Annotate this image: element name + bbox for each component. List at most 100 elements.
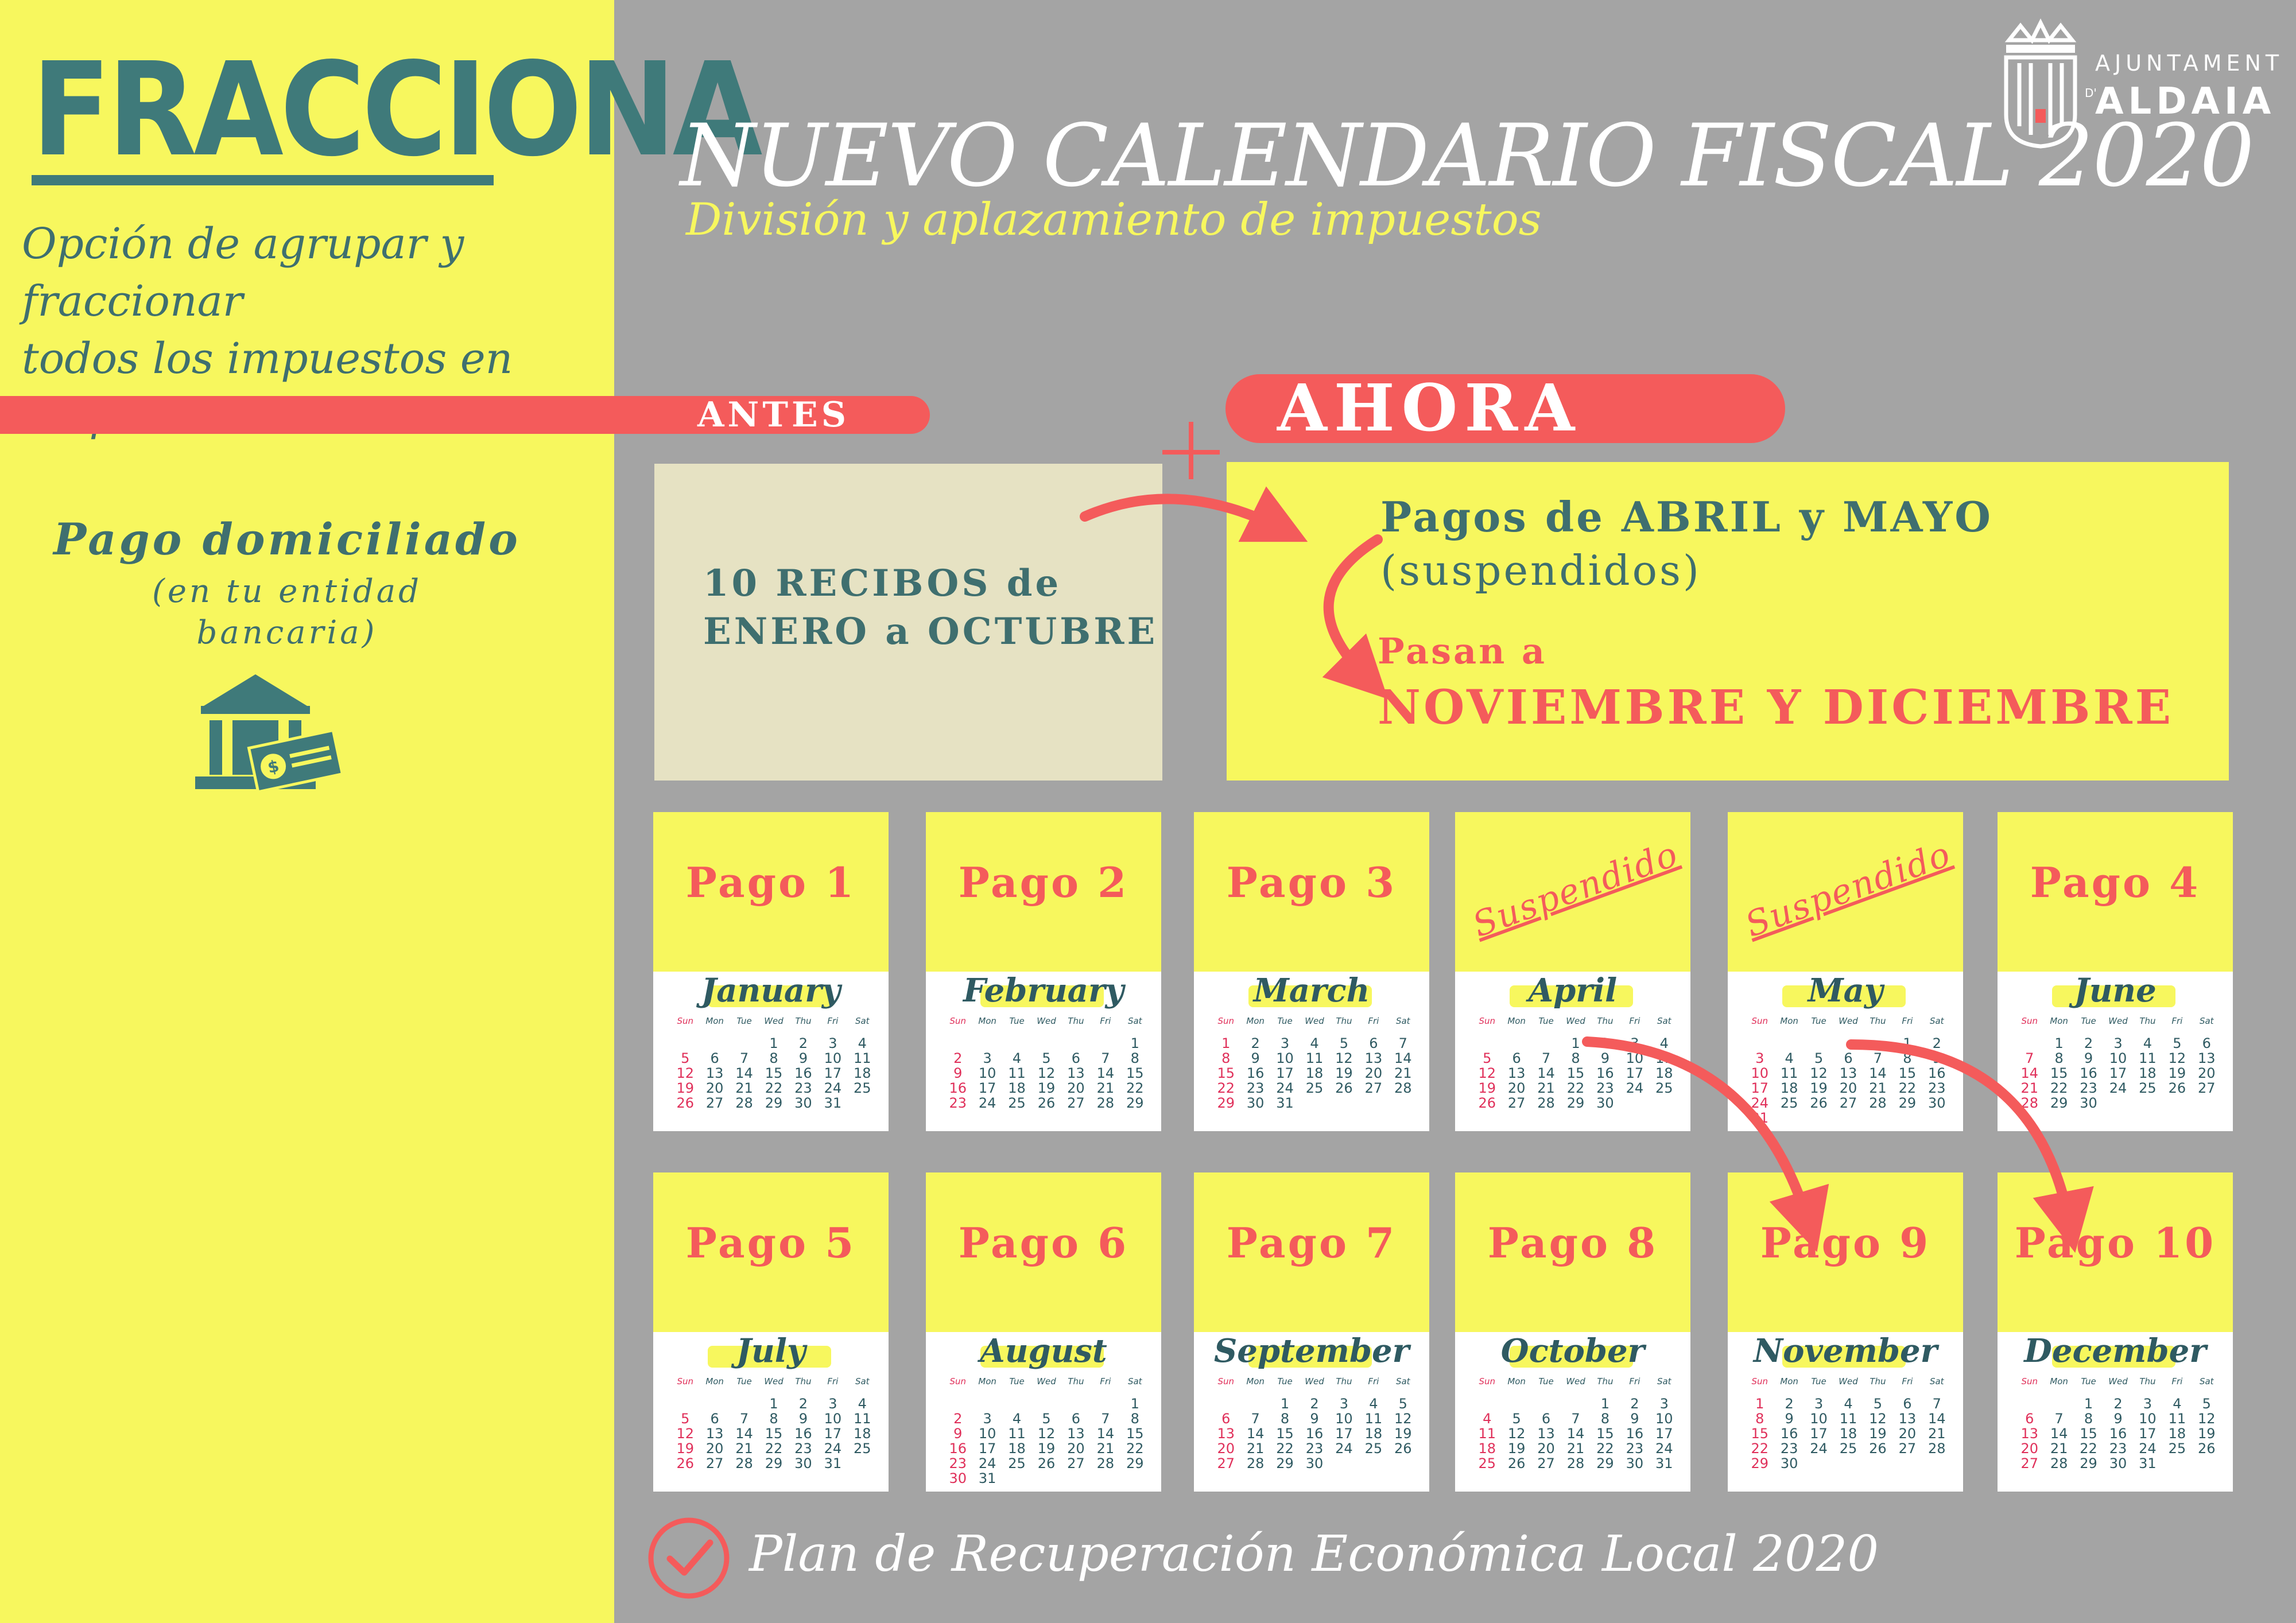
description-line: Opción de agrupar y fraccionar xyxy=(22,219,464,326)
weekday-label: Fri xyxy=(1368,1016,1379,1026)
day-blank xyxy=(1804,1037,1833,1050)
check-circle-icon xyxy=(648,1517,730,1599)
weekday-label: Wed xyxy=(2108,1016,2128,1026)
weekday-label: Thu xyxy=(795,1376,812,1387)
day-number: 22 xyxy=(1596,1440,1614,1457)
weekday-label: Sun xyxy=(677,1376,693,1387)
day-number: 26 xyxy=(1335,1080,1353,1096)
day-number: 4 xyxy=(1785,1050,1794,1066)
day-number: 13 xyxy=(1839,1065,1857,1081)
day-number: 23 xyxy=(1928,1080,1946,1096)
weekday-label: Sun xyxy=(1479,1376,1495,1387)
weekday-label: Tue xyxy=(1811,1016,1826,1026)
pago-label: Pago 4 xyxy=(2030,858,2201,907)
weekday-label: Fri xyxy=(1902,1016,1913,1026)
day-number: 5 xyxy=(1398,1396,1407,1412)
day-number: 7 xyxy=(1101,1411,1110,1427)
day-number: 15 xyxy=(1276,1426,1294,1442)
day-number: 27 xyxy=(1364,1080,1383,1096)
day-number: 11 xyxy=(854,1050,871,1066)
day-number: 19 xyxy=(1037,1080,1056,1096)
month-highlight xyxy=(708,1346,831,1368)
day-number: 23 xyxy=(1596,1080,1614,1096)
day-blank xyxy=(670,1037,700,1050)
day-number: 30 xyxy=(1246,1095,1265,1111)
day-number: 16 xyxy=(949,1080,967,1096)
day-number: 24 xyxy=(824,1440,842,1457)
day-number: 16 xyxy=(1596,1065,1614,1081)
day-number: 20 xyxy=(1839,1080,1857,1096)
fracciona-title: FRACCIONA xyxy=(32,35,762,185)
calendar-card: Pago 10 December Sun Mon Tue Wed Thu Fri Sat 1 2 3 4… xyxy=(1998,1172,2233,1492)
day-number: 13 xyxy=(705,1426,724,1442)
day-number: 26 xyxy=(676,1095,694,1111)
day-number: 29 xyxy=(2080,1455,2097,1471)
day-number: 1 xyxy=(1755,1396,1764,1412)
logo-aldaia: ALDAIA xyxy=(2095,80,2276,123)
day-number: 3 xyxy=(983,1411,992,1427)
day-number: 7 xyxy=(1541,1050,1551,1066)
weekday-label: Mon xyxy=(1507,1376,1526,1387)
day-number: 21 xyxy=(1928,1426,1946,1442)
day-number: 25 xyxy=(854,1080,871,1096)
pago-label: Pago 10 xyxy=(2014,1218,2216,1267)
day-number: 9 xyxy=(1310,1411,1319,1427)
day-number: 4 xyxy=(858,1035,867,1051)
calendar-card: Pago 1 January Sun Mon Tue Wed Thu Fri Sat 1 2 3 4 5 6… xyxy=(653,812,889,1131)
ahora-label: AHORA xyxy=(1277,371,1582,446)
day-blank xyxy=(972,1397,1002,1410)
day-blank xyxy=(1091,1397,1120,1410)
pago-label: Pago 1 xyxy=(685,858,856,907)
day-number: 29 xyxy=(765,1095,783,1111)
antes-line: ENERO a OCTUBRE xyxy=(703,610,1158,653)
day-blank xyxy=(1472,1037,1502,1050)
day-number: 1 xyxy=(1280,1396,1290,1412)
day-number: 1 xyxy=(2054,1035,2064,1051)
day-number: 2 xyxy=(953,1411,963,1427)
day-number: 27 xyxy=(2198,1080,2216,1096)
weekday-label: Sun xyxy=(1751,1016,1768,1026)
day-number: 16 xyxy=(794,1426,812,1442)
day-number: 19 xyxy=(676,1080,694,1096)
day-number: 16 xyxy=(1626,1426,1644,1442)
day-number: 23 xyxy=(1780,1440,1798,1457)
day-number: 15 xyxy=(2080,1426,2097,1442)
day-number: 2 xyxy=(953,1050,963,1066)
day-number: 4 xyxy=(1012,1050,1022,1066)
weekday-label: Sat xyxy=(1929,1376,1944,1387)
day-number: 6 xyxy=(710,1411,719,1427)
day-number: 1 xyxy=(1221,1035,1231,1051)
day-number: 4 xyxy=(2173,1396,2182,1412)
day-grid: 1 2 3 4 5 6 7 8 9 10 11 12 13 14 15 16 17 18 19 20 21 22 23 24 2… xyxy=(1472,1397,1679,1470)
day-number: 11 xyxy=(1364,1411,1383,1427)
day-number: 25 xyxy=(1364,1440,1383,1457)
weekday-label: Thu xyxy=(795,1016,812,1026)
weekday-row: Sun Mon Tue Wed Thu Fri Sat xyxy=(1472,1016,1679,1026)
day-number: 10 xyxy=(1276,1050,1294,1066)
weekday-row: Sun Mon Tue Wed Thu Fri Sat xyxy=(943,1376,1150,1387)
day-number: 4 xyxy=(1012,1411,1022,1427)
day-number: 5 xyxy=(1339,1035,1349,1051)
ahora-line-nov-dic: NOVIEMBRE Y DICIEMBRE xyxy=(1378,680,2174,735)
day-number: 30 xyxy=(1305,1455,1324,1471)
day-number: 30 xyxy=(794,1095,812,1111)
day-number: 5 xyxy=(1042,1411,1051,1427)
month-highlight xyxy=(1782,985,1906,1007)
day-number: 13 xyxy=(705,1065,724,1081)
day-number: 6 xyxy=(1071,1050,1081,1066)
weekday-label: Tue xyxy=(1538,1016,1554,1026)
day-number: 4 xyxy=(1659,1035,1669,1051)
left-panel xyxy=(0,0,614,1623)
day-number: 11 xyxy=(1478,1426,1496,1442)
calendar-card: Pago 3 March Sun Mon Tue Wed Thu Fri Sat 1 2 3 4 5 6 7 8… xyxy=(1194,812,1429,1131)
card-header xyxy=(926,1172,1161,1332)
day-number: 3 xyxy=(1755,1050,1764,1066)
day-number: 8 xyxy=(1130,1411,1139,1427)
day-number: 26 xyxy=(1507,1455,1526,1471)
weekday-label: Thu xyxy=(1068,1016,1084,1026)
day-number: 11 xyxy=(854,1411,871,1427)
day-number: 8 xyxy=(1600,1411,1610,1427)
weekday-label: Sun xyxy=(2021,1376,2038,1387)
calendar-card: Pago 2 February Sun Mon Tue Wed Thu Fri Sat 1 2 3 4 5… xyxy=(926,812,1161,1131)
day-number: 31 xyxy=(824,1095,842,1111)
